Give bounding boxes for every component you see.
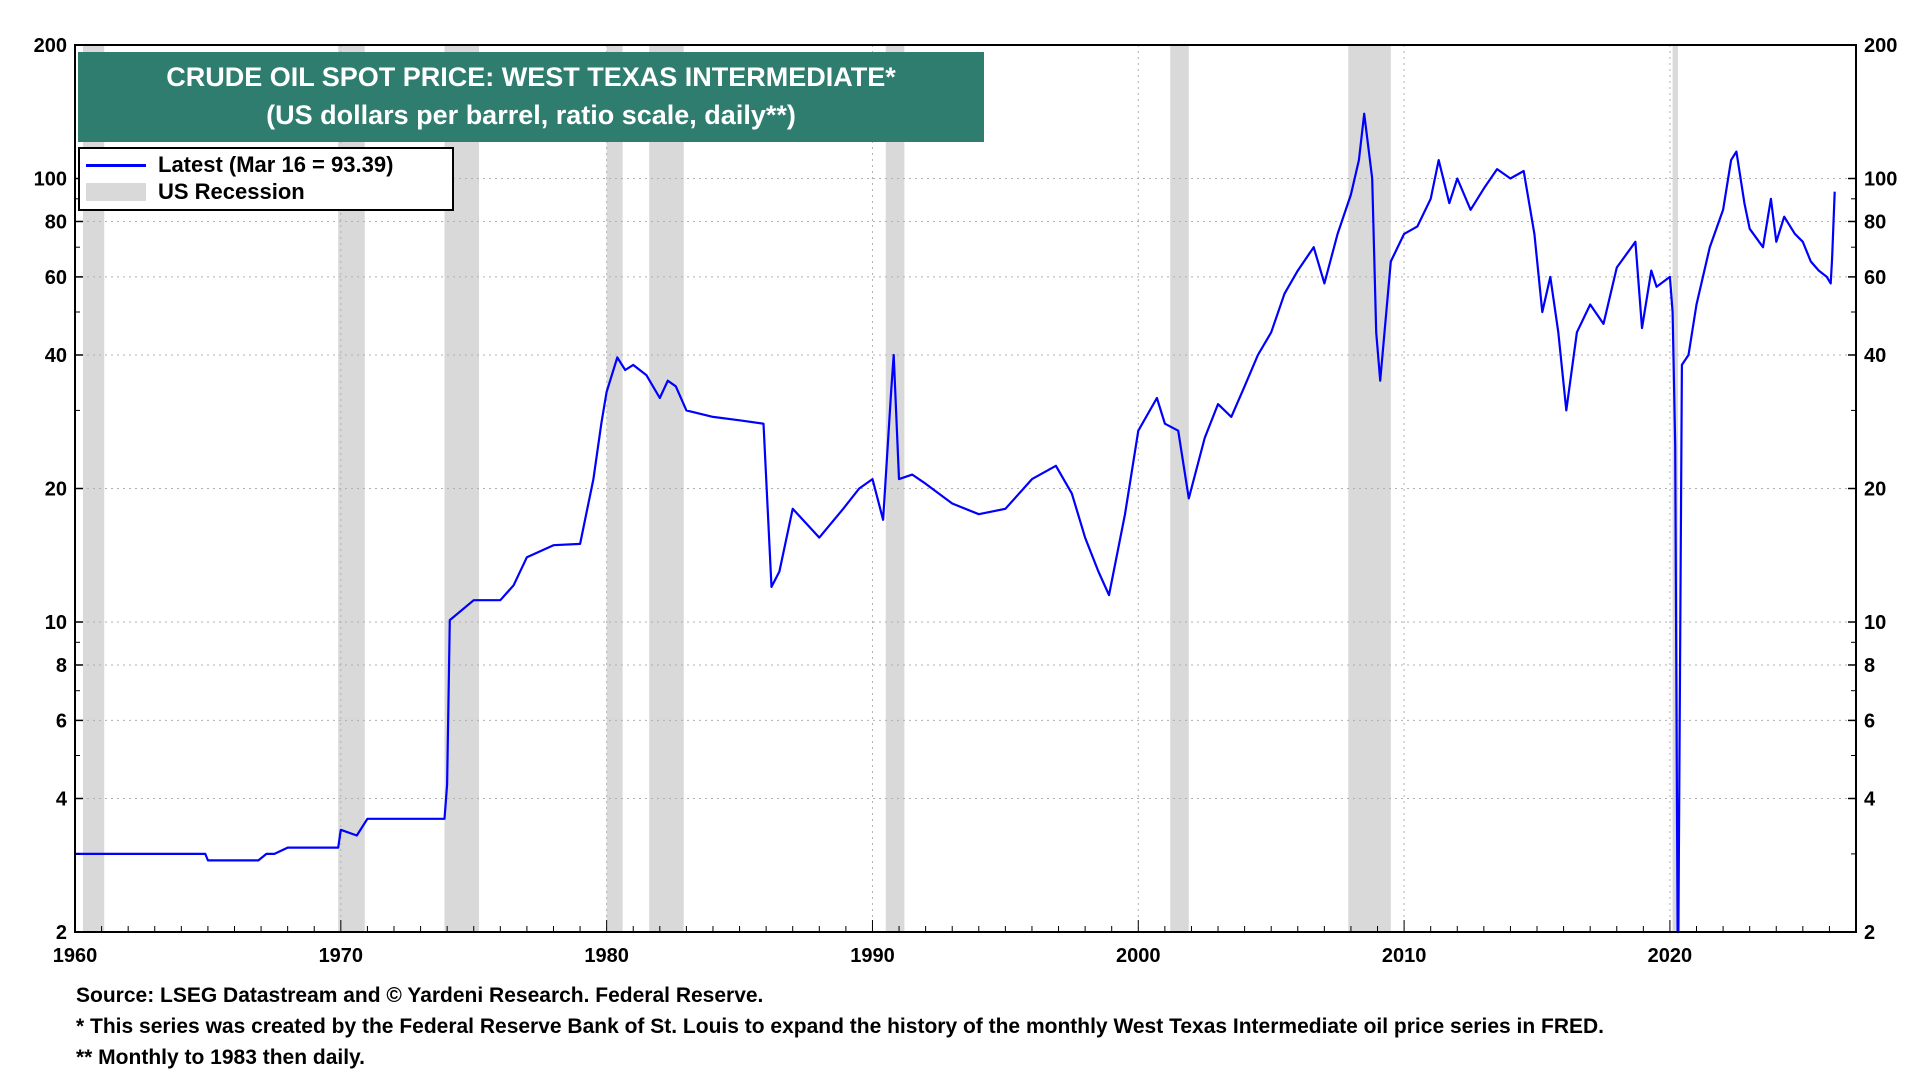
y-tick-label-right: 60 [1864, 267, 1886, 289]
x-tick-label: 1960 [53, 945, 98, 967]
y-tick-label-left: 80 [45, 211, 67, 233]
y-tick-label-left: 20 [45, 479, 67, 501]
y-tick-label-right: 80 [1864, 211, 1886, 233]
y-tick-label-right: 6 [1864, 710, 1875, 732]
legend: Latest (Mar 16 = 93.39) US Recession [78, 147, 454, 211]
y-tick-label-left: 6 [56, 710, 67, 732]
y-tick-label-right: 20 [1864, 479, 1886, 501]
y-tick-label-left: 60 [45, 267, 67, 289]
y-tick-label-right: 200 [1864, 35, 1897, 57]
recession-band [885, 45, 905, 932]
x-tick-label: 1990 [850, 945, 895, 967]
y-tick-label-left: 2 [56, 922, 67, 944]
y-tick-label-right: 2 [1864, 922, 1875, 944]
y-tick-label-right: 100 [1864, 169, 1897, 191]
y-tick-label-right: 8 [1864, 655, 1875, 677]
footnote-2: ** Monthly to 1983 then daily. [76, 1046, 365, 1069]
recession-band [606, 45, 623, 932]
x-tick-label: 1980 [584, 945, 629, 967]
legend-item-latest: Latest (Mar 16 = 93.39) [86, 152, 393, 178]
y-tick-label-left: 8 [56, 655, 67, 677]
legend-item-recession: US Recession [86, 179, 305, 205]
y-tick-label-right: 40 [1864, 345, 1886, 367]
legend-line-swatch [86, 163, 146, 167]
x-tick-label: 2020 [1648, 945, 1693, 967]
legend-latest-label: Latest (Mar 16 = 93.39) [158, 152, 394, 177]
x-tick-label: 1970 [319, 945, 364, 967]
legend-recession-swatch [86, 183, 146, 201]
footnote-1: * This series was created by the Federal… [76, 1015, 1605, 1038]
source-note: Source: LSEG Datastream and © Yardeni Re… [76, 984, 764, 1007]
x-tick-label: 2010 [1382, 945, 1427, 967]
recession-bands [82, 45, 1678, 932]
y-tick-label-left: 10 [45, 612, 67, 634]
y-tick-label-left: 40 [45, 345, 67, 367]
chart-title-box: CRUDE OIL SPOT PRICE: WEST TEXAS INTERME… [78, 52, 984, 142]
y-tick-label-right: 10 [1864, 612, 1886, 634]
footnotes: Source: LSEG Datastream and © Yardeni Re… [76, 980, 1604, 1073]
chart-title: CRUDE OIL SPOT PRICE: WEST TEXAS INTERME… [166, 62, 896, 92]
chart-subtitle: (US dollars per barrel, ratio scale, dai… [266, 100, 796, 130]
y-tick-label-right: 4 [1864, 788, 1876, 810]
x-tick-label: 2000 [1116, 945, 1161, 967]
recession-band [649, 45, 684, 932]
y-tick-label-left: 100 [34, 169, 67, 191]
gridlines [75, 45, 1856, 932]
y-tick-label-left: 200 [34, 35, 67, 57]
y-tick-label-left: 4 [56, 788, 68, 810]
legend-recession-label: US Recession [158, 179, 305, 204]
